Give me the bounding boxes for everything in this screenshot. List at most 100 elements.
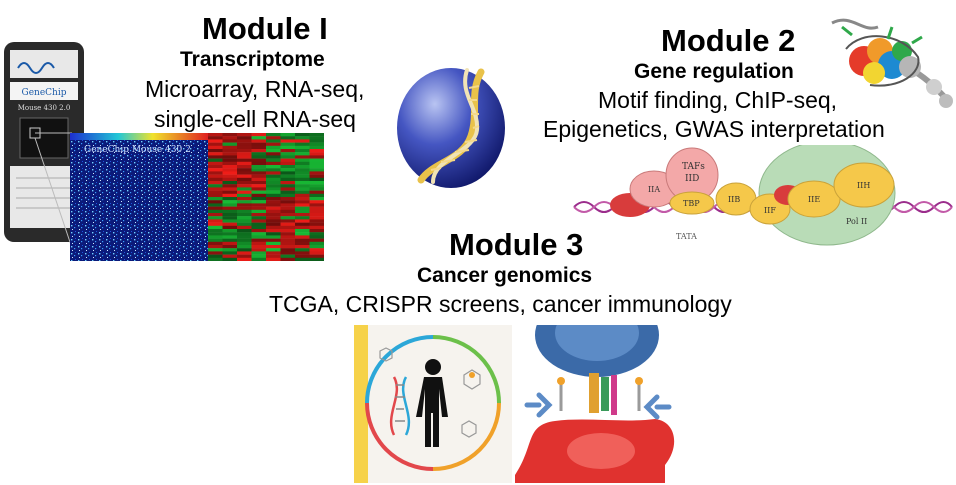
label-tata: TATA: [676, 232, 697, 241]
heatmap-cell: [309, 248, 324, 252]
heatmap-cell: [222, 161, 238, 166]
heatmap-cell: [309, 197, 324, 201]
heatmap-cell: [295, 257, 310, 261]
heatmap-cell: [280, 200, 296, 204]
heatmap-cell: [280, 177, 296, 182]
heatmap-cell: [309, 174, 324, 178]
heatmap-cell: [295, 225, 310, 230]
heatmap-cell: [309, 145, 324, 150]
heatmap-cell: [295, 145, 310, 150]
heatmap-cell: [222, 206, 238, 210]
heatmap-cell: [309, 238, 324, 242]
heatmap-cell: [295, 251, 310, 255]
heatmap-cell: [309, 219, 324, 223]
heatmap-cell: [266, 197, 281, 201]
module-1-desc-line2: single-cell RNA-seq: [154, 106, 356, 132]
heatmap-cell: [208, 251, 223, 255]
heatmap-cell: [266, 235, 281, 239]
heatmap-cell: [309, 177, 324, 182]
heatmap-cell: [295, 165, 310, 169]
heatmap-cell: [222, 158, 238, 162]
heatmap-cell: [295, 139, 310, 143]
heatmap-cell: [208, 174, 223, 178]
heatmap-cell: [237, 161, 252, 166]
heatmap-cell: [309, 232, 324, 236]
heatmap-cell: [251, 206, 267, 210]
heatmap-cell: [295, 222, 310, 226]
heatmap-cell: [266, 245, 281, 249]
heatmap-cell: [266, 165, 281, 169]
heatmap-cell: [266, 171, 281, 175]
heatmap-cell: [295, 209, 310, 214]
heatmap-cell: [237, 139, 252, 143]
heatmap-cell: [280, 241, 296, 246]
heatmap-cell: [208, 245, 223, 249]
heatmap-cell: [208, 238, 223, 242]
heatmap-cell: [295, 184, 310, 188]
heatmap-cell: [280, 155, 296, 159]
heatmap-cell: [280, 187, 296, 191]
heatmap-cell: [309, 229, 324, 233]
heatmap-cell: [309, 184, 324, 188]
heatmap-cell: [237, 238, 252, 242]
heatmap-cell: [266, 216, 281, 220]
label-iib: IIB: [728, 195, 740, 204]
heatmap-cell: [266, 174, 281, 178]
heatmap-cell: [208, 257, 223, 261]
heatmap-cell: [295, 248, 310, 252]
heatmap-cell: [237, 229, 252, 233]
heatmap-cell: [237, 203, 252, 207]
heatmap-cell: [222, 168, 238, 172]
heatmap-cell: [237, 232, 252, 236]
heatmap-cell: [251, 200, 267, 204]
heatmap-cell: [251, 219, 267, 223]
heatmap-cell: [309, 241, 324, 246]
heatmap-cell: [266, 187, 281, 191]
heatmap-cell: [251, 142, 267, 146]
heatmap-cell: [280, 235, 296, 239]
heatmap-cell: [309, 225, 324, 230]
heatmap-cell: [309, 155, 324, 159]
heatmap-cell: [295, 181, 310, 185]
heatmap-cell: [208, 197, 223, 201]
heatmap-cell: [266, 181, 281, 185]
heatmap-cell: [295, 133, 310, 137]
heatmap-cell: [251, 145, 267, 150]
heatmap-cell: [237, 181, 252, 185]
heatmap-cell: [251, 257, 267, 261]
heatmap-cell: [309, 254, 324, 258]
module-3-title: Module 3: [449, 227, 584, 262]
heatmap-cell: [266, 184, 281, 188]
heatmap-cell: [280, 245, 296, 249]
heatmap-cell: [280, 145, 296, 150]
heatmap-cell: [237, 142, 252, 146]
label-iid: IID: [685, 174, 699, 184]
module-2-title: Module 2: [661, 23, 796, 58]
heatmap-cell: [251, 174, 267, 178]
heatmap-cell: [222, 190, 238, 194]
heatmap-cell: [208, 133, 223, 137]
heatmap-cell: [237, 190, 252, 194]
heatmap-cell: [222, 248, 238, 252]
heatmap-cell: [266, 206, 281, 210]
heatmap-cell: [251, 161, 267, 166]
heatmap-cell: [295, 149, 310, 153]
heatmap-cell: [222, 238, 238, 242]
heatmap-cell: [266, 203, 281, 207]
heatmap-cell: [222, 225, 238, 230]
genechip-model-label: Mouse 430 2.0: [18, 104, 71, 112]
heatmap-cell: [251, 251, 267, 255]
heatmap-cell: [280, 174, 296, 178]
heatmap-cell: [266, 251, 281, 255]
precision-medicine-illustration: [354, 325, 512, 483]
heatmap-cell: [309, 216, 324, 220]
heatmap-cell: [266, 200, 281, 204]
heatmap-cell: [237, 177, 252, 182]
heatmap-cell: [237, 149, 252, 153]
heatmap-cell: [266, 232, 281, 236]
heatmap-cell: [251, 222, 267, 226]
heatmap-cell: [251, 229, 267, 233]
heatmap-cell: [237, 165, 252, 169]
heatmap-cell: [208, 206, 223, 210]
heatmap-cell: [222, 251, 238, 255]
